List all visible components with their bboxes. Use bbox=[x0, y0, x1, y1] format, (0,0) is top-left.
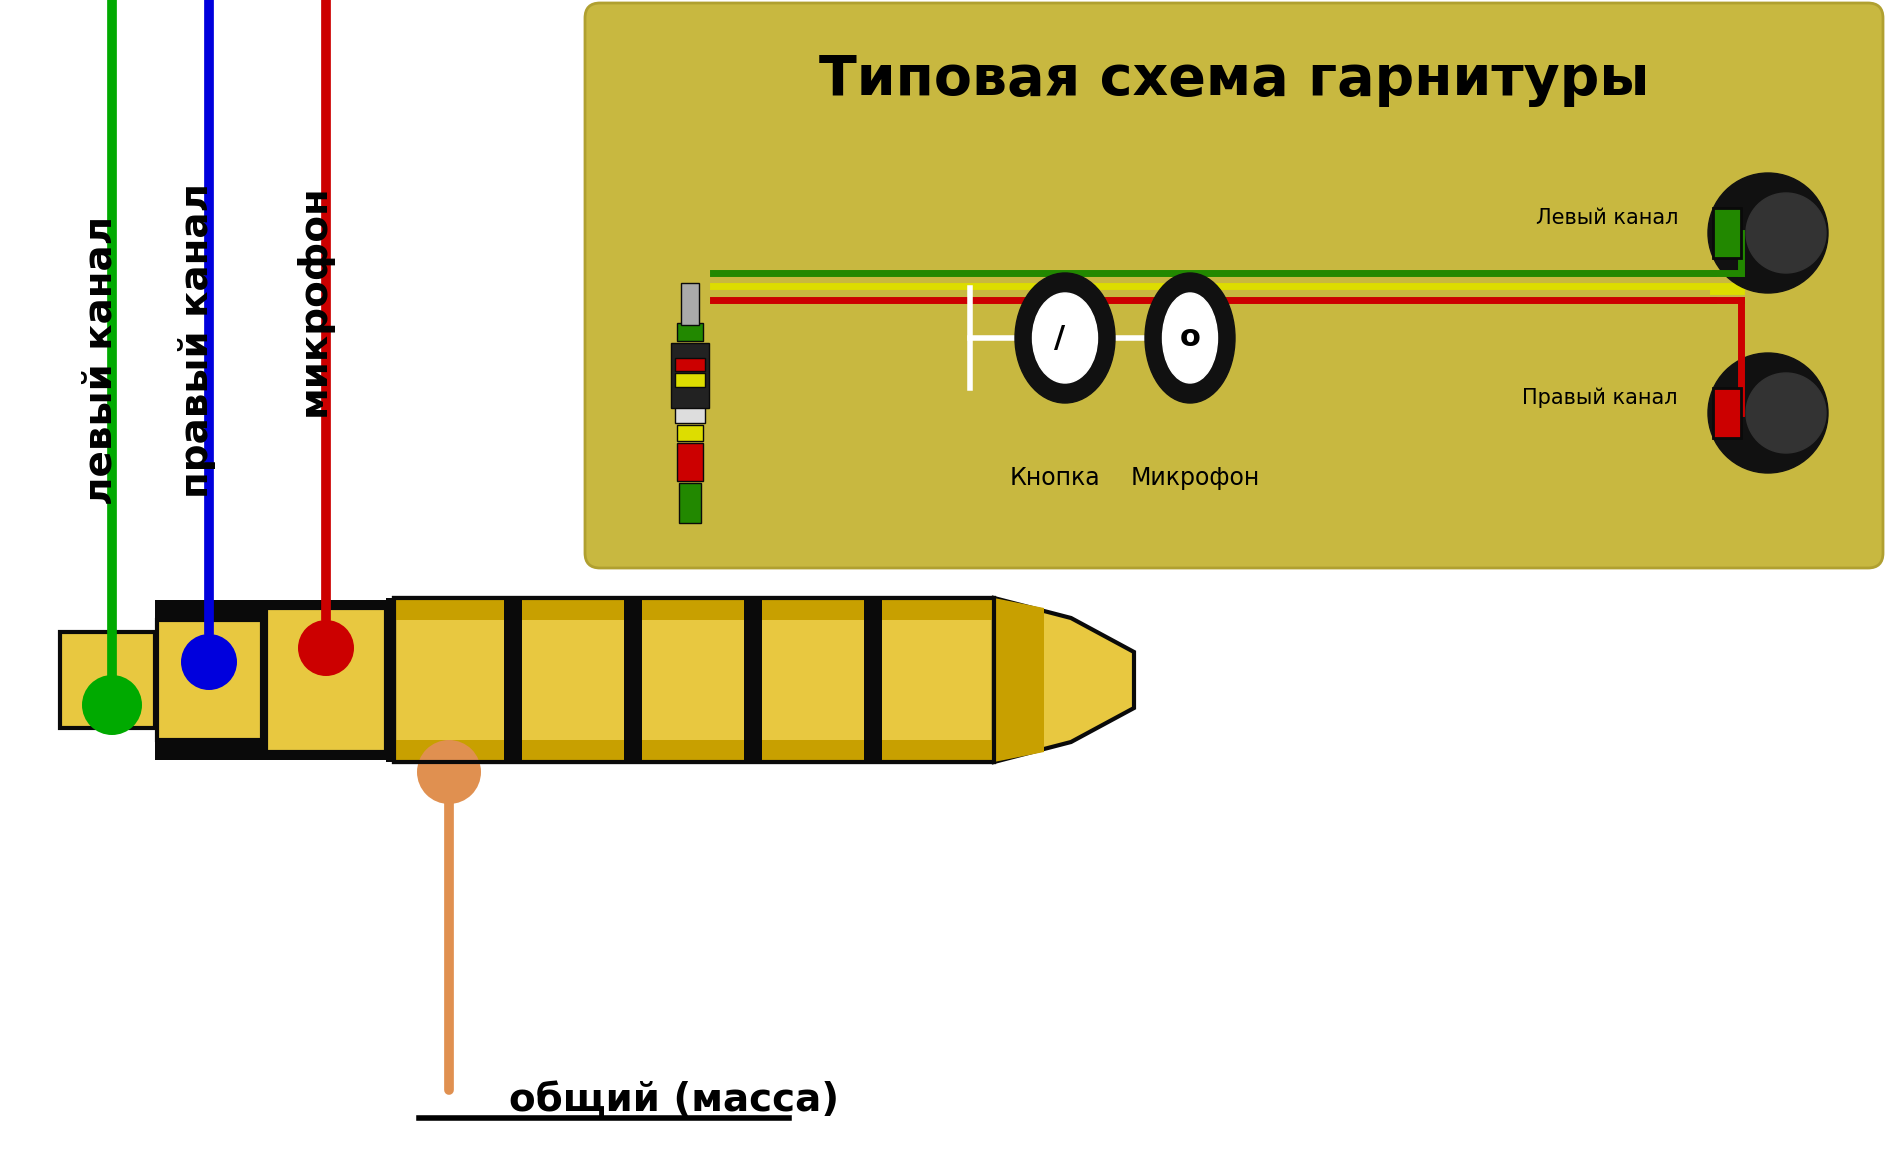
Bar bbox=[1712, 208, 1741, 259]
Bar bbox=[385, 598, 395, 762]
Text: общий (масса): общий (масса) bbox=[510, 1081, 838, 1119]
Bar bbox=[678, 443, 702, 481]
Circle shape bbox=[181, 634, 238, 690]
Bar bbox=[266, 608, 385, 752]
Bar bbox=[395, 598, 993, 762]
Text: правый канал: правый канал bbox=[177, 183, 215, 497]
Circle shape bbox=[81, 675, 142, 735]
Circle shape bbox=[298, 620, 355, 676]
Ellipse shape bbox=[1016, 273, 1116, 402]
Ellipse shape bbox=[1144, 273, 1235, 402]
Bar bbox=[670, 343, 710, 408]
Bar bbox=[395, 598, 993, 620]
Text: Микрофон: Микрофон bbox=[1131, 466, 1259, 490]
Ellipse shape bbox=[1746, 373, 1826, 453]
Bar bbox=[744, 598, 763, 762]
FancyBboxPatch shape bbox=[585, 4, 1882, 567]
Bar bbox=[865, 598, 882, 762]
Text: Типовая схема гарнитуры: Типовая схема гарнитуры bbox=[819, 53, 1650, 106]
Bar bbox=[1712, 388, 1741, 438]
Text: Кнопка: Кнопка bbox=[1010, 466, 1101, 490]
Ellipse shape bbox=[1709, 353, 1828, 473]
Text: Правый канал: Правый канал bbox=[1522, 387, 1678, 408]
Text: o: o bbox=[1180, 323, 1201, 352]
Text: Левый канал: Левый канал bbox=[1535, 208, 1678, 228]
Bar bbox=[678, 425, 702, 441]
Polygon shape bbox=[993, 598, 1135, 762]
Bar bbox=[676, 358, 704, 371]
Bar bbox=[60, 632, 155, 728]
Bar bbox=[676, 373, 704, 387]
Polygon shape bbox=[993, 598, 1044, 762]
Bar bbox=[395, 598, 993, 762]
Ellipse shape bbox=[1709, 173, 1828, 292]
Bar bbox=[157, 620, 262, 739]
Bar bbox=[155, 600, 395, 760]
Circle shape bbox=[417, 739, 481, 804]
Bar bbox=[676, 405, 704, 424]
Ellipse shape bbox=[1033, 292, 1097, 383]
Text: левый канал: левый канал bbox=[81, 215, 119, 504]
Bar bbox=[682, 283, 699, 325]
Bar bbox=[678, 323, 702, 340]
Bar bbox=[504, 598, 521, 762]
Bar bbox=[680, 483, 700, 523]
Text: /: / bbox=[1054, 323, 1065, 352]
Bar bbox=[395, 739, 993, 762]
Ellipse shape bbox=[1163, 292, 1218, 383]
Bar bbox=[625, 598, 642, 762]
Text: микрофон: микрофон bbox=[295, 184, 332, 415]
Ellipse shape bbox=[1746, 193, 1826, 273]
